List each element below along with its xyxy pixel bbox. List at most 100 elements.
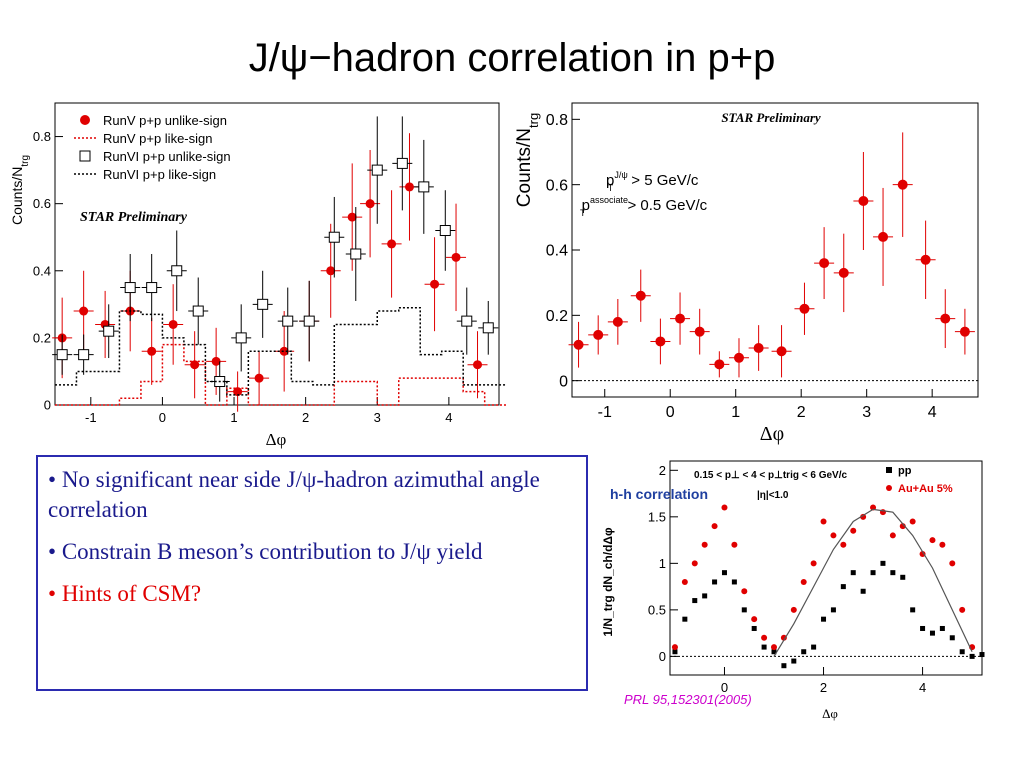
c3-square-point: [751, 625, 757, 631]
c1-legend-label: RunVI p+p like-sign: [103, 167, 216, 182]
c3-point: [810, 560, 817, 567]
c2-point: [733, 352, 744, 363]
c3-point: [919, 551, 926, 558]
c3-square-point: [801, 649, 807, 655]
c1-xtick-label: 1: [230, 410, 237, 425]
c3-square-point: [949, 635, 955, 641]
c1-legend-label: RunV p+p unlike-sign: [103, 113, 227, 128]
c1-square-point: [192, 305, 204, 317]
c3-legend-marker: [886, 467, 892, 473]
c3-square-point: [741, 607, 747, 613]
c3-square-point: [731, 579, 737, 585]
c3-point: [721, 504, 728, 511]
c2-ytick-label: 0.2: [546, 308, 568, 325]
chart3-annotation: 0.15 < p⊥ < 4 < p⊥trig < 6 GeV/c: [694, 470, 847, 481]
chart1-annotation: STAR Preliminary: [80, 210, 188, 225]
c2-point: [940, 313, 951, 324]
c2-xtick-label: 2: [797, 404, 806, 421]
chart2-cut-jpsi: pJ/ψ T > 5 GeV/c: [606, 170, 699, 193]
c3-square-point: [900, 574, 906, 580]
c3-point: [731, 541, 738, 548]
c2-point: [897, 179, 908, 190]
c2-point: [635, 290, 646, 301]
c1-square-point: [396, 157, 408, 169]
c1-point: [451, 252, 461, 262]
c3-square-point: [702, 593, 708, 599]
c3-xtick-label: 0: [721, 680, 728, 695]
c2-point: [753, 343, 764, 353]
c1-square-point: [482, 322, 494, 334]
c2-ytick-label: 0.8: [546, 112, 568, 129]
c1-step-line: [55, 306, 507, 396]
c1-ytick-label: 0.6: [33, 196, 51, 211]
chart1-ylabel: Counts/Ntrg: [9, 155, 31, 225]
c3-point: [949, 560, 956, 567]
c3-square-point: [969, 653, 975, 659]
c3-point: [780, 634, 787, 641]
c1-point: [387, 239, 397, 249]
c3-square-point: [712, 579, 718, 585]
c1-square-point: [282, 315, 294, 327]
c1-point: [365, 199, 375, 209]
c3-point: [691, 560, 698, 567]
c3-square-point: [959, 649, 965, 655]
c3-square-point: [672, 649, 678, 655]
c3-ytick-label: 2: [659, 463, 666, 478]
c1-square-point: [461, 315, 473, 327]
c3-square-point: [979, 652, 985, 658]
c1-ytick-label: 0.2: [33, 330, 51, 345]
c1-ytick-label: 0: [44, 398, 51, 413]
c1-step-line: [55, 343, 507, 406]
c3-square-point: [811, 644, 817, 650]
c1-square-point: [171, 265, 183, 277]
c1-point: [79, 306, 89, 316]
bullet-1: • No significant near side J/ψ-hadron az…: [48, 467, 540, 522]
c3-square-point: [870, 570, 876, 576]
chart3-frame: [669, 460, 983, 676]
c1-point: [211, 356, 221, 366]
c3-square-point: [791, 658, 797, 664]
c3-square-point: [939, 625, 945, 631]
c1-xtick-label: 3: [374, 410, 381, 425]
chart3-inner-label: |η|<1.0: [757, 490, 789, 501]
c1-point: [347, 212, 357, 222]
c3-point: [860, 513, 867, 520]
c1-point: [168, 319, 178, 329]
c1-point: [279, 346, 289, 356]
c3-square-point: [920, 625, 926, 631]
c1-ytick-label: 0.4: [33, 263, 51, 278]
c3-square-point: [721, 570, 727, 576]
c1-square-point: [124, 282, 136, 294]
slide-title: J/ψ−hadron correlation in p+p: [248, 36, 776, 80]
c3-point: [790, 606, 797, 613]
c3-fit-curve: [773, 508, 973, 657]
chart1-xlabel: Δφ: [266, 430, 287, 449]
c1-square-point: [257, 298, 269, 310]
chart2-xlabel: Δφ: [760, 423, 784, 445]
chart3-ylabel: 1/N_trg dN_ch/dΔφ: [601, 527, 615, 637]
bullet-box: • No significant near side J/ψ-hadron az…: [36, 455, 588, 691]
c1-point: [147, 346, 157, 356]
c3-point: [671, 644, 678, 651]
chart2-cut-assoc: passociate T > 0.5 GeV/c: [580, 195, 708, 218]
c2-ytick-label: 0.6: [546, 177, 568, 194]
c1-point: [326, 266, 336, 276]
c3-square-point: [682, 616, 688, 622]
c3-square-point: [850, 570, 856, 576]
c2-point: [655, 336, 666, 347]
c3-point: [820, 518, 827, 525]
c2-point: [838, 267, 849, 278]
c1-xtick-label: 2: [302, 410, 309, 425]
c3-point: [701, 541, 708, 548]
c3-point: [830, 532, 837, 539]
c1-square-point: [350, 248, 362, 260]
c1-square-point: [371, 164, 383, 176]
c2-point: [920, 254, 931, 265]
c2-point: [573, 339, 584, 350]
c1-square-point: [78, 349, 90, 361]
c1-point: [190, 360, 200, 370]
c2-point: [675, 313, 686, 324]
